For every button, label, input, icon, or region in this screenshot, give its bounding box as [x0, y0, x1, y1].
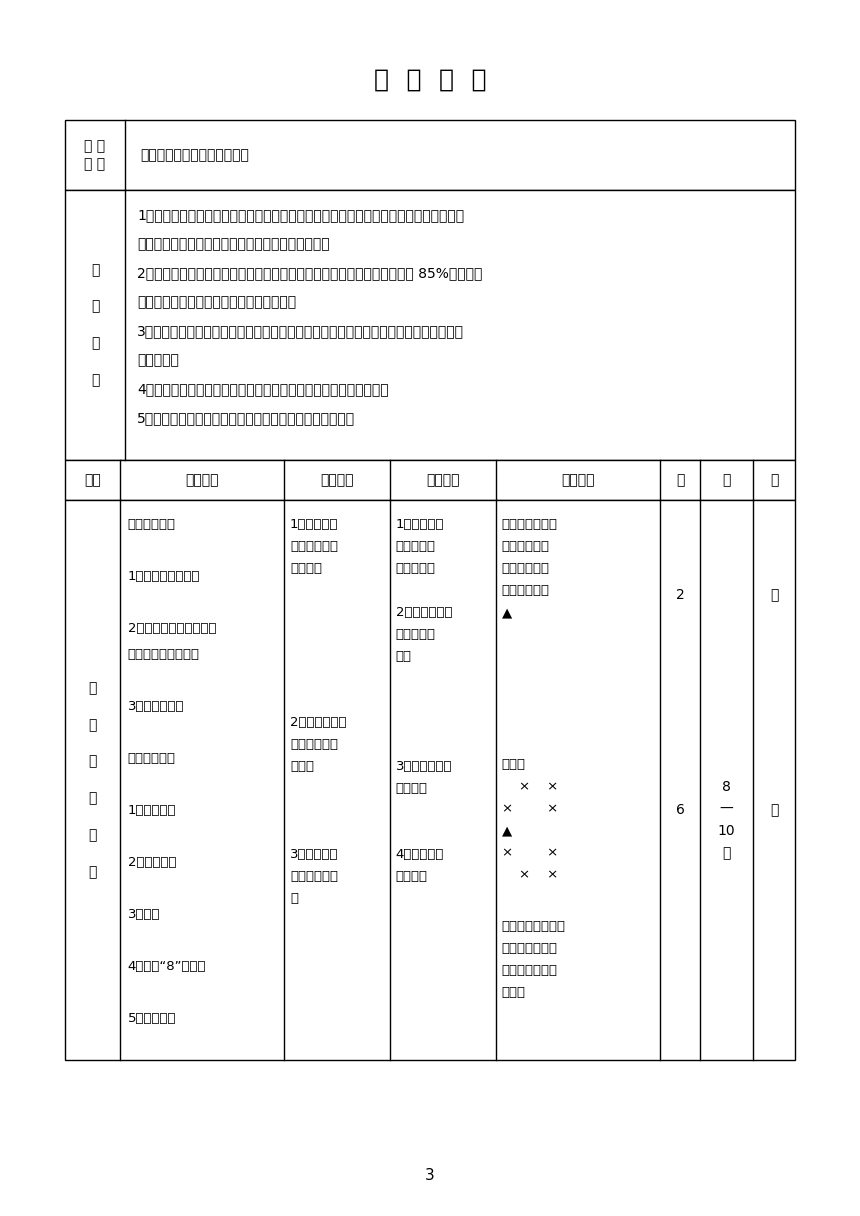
Text: ＸＸＸＸＸＸ: ＸＸＸＸＸＸ	[501, 540, 550, 553]
Text: 3、教师进行: 3、教师进行	[290, 848, 339, 861]
Text: 组织：: 组织：	[501, 758, 525, 771]
Text: 过程: 过程	[84, 473, 101, 486]
Text: 教师活动: 教师活动	[320, 473, 353, 486]
Text: 3、身体健康：学生通过本课的学练和在学练中承受适宜的运动负荷，达到促进学生身体: 3、身体健康：学生通过本课的学练和在学练中承受适宜的运动负荷，达到促进学生身体	[137, 323, 464, 338]
Text: ＸＸＸＸＸＸ: ＸＸＸＸＸＸ	[501, 562, 550, 575]
Text: 篹  球  教  案: 篹 球 教 案	[374, 68, 486, 92]
Text: 积极主动，尽量: 积极主动，尽量	[501, 964, 557, 976]
Text: ＸＸＸＸＸＸ: ＸＸＸＸＸＸ	[501, 584, 550, 597]
Text: 1、学生精神: 1、学生精神	[396, 518, 445, 531]
Text: ×    ×: × ×	[501, 779, 558, 793]
Bar	[65, 190, 795, 460]
Text: 饱满，语言富: 饱满，语言富	[290, 540, 338, 553]
Text: 主动练习: 主动练习	[396, 782, 428, 795]
Text: 1、教师精神: 1、教师精神	[290, 518, 339, 531]
Text: 2、师生问好，宣布本课: 2、师生问好，宣布本课	[128, 623, 216, 635]
Text: 2、运动技能：通过本课教学，调动学生积极性，使学生主动合作学习，使 85%的学生能: 2、运动技能：通过本课教学，调动学生积极性，使学生主动合作学习，使 85%的学生…	[137, 266, 482, 280]
Text: 强: 强	[770, 473, 778, 486]
Bar	[65, 120, 795, 190]
Bar	[65, 460, 795, 500]
Text: 2、双手拨球: 2、双手拨球	[128, 856, 176, 869]
Text: 行进间双手胸前投篹（新授）: 行进间双手胸前投篹（新授）	[140, 148, 249, 162]
Text: 语言提示、引: 语言提示、引	[290, 869, 338, 883]
Text: 5、高手运球: 5、高手运球	[128, 1012, 176, 1025]
Text: 抖擞，动作: 抖擞，动作	[396, 540, 436, 553]
Text: ×        ×: × ×	[501, 803, 558, 815]
Text: 要求：动作到位，: 要求：动作到位，	[501, 921, 566, 933]
Text: ×        ×: × ×	[501, 846, 558, 858]
Text: 3、积极模仿，: 3、积极模仿，	[396, 760, 452, 773]
Text: 有亲和力: 有亲和力	[290, 562, 322, 575]
Text: 培

养

球

感

过

程: 培 养 球 感 过 程	[89, 681, 96, 879]
Text: 教学内容: 教学内容	[185, 473, 218, 486]
Text: 3、安排见习生: 3、安排见习生	[128, 700, 184, 713]
Text: 2、队伍整齐，: 2、队伍整齐，	[396, 606, 452, 619]
Text: 次: 次	[722, 846, 731, 860]
Text: 10: 10	[718, 824, 735, 838]
Text: 3、绕腰: 3、绕腰	[128, 908, 160, 921]
Text: 球性练习: 球性练习	[396, 869, 428, 883]
Text: 快、静、齐: 快、静、齐	[396, 562, 436, 575]
Bar	[65, 500, 795, 1060]
Text: 集中: 集中	[396, 651, 412, 663]
Text: 学生注意力: 学生注意力	[396, 627, 436, 641]
Text: 健康目标。: 健康目标。	[137, 353, 179, 367]
Text: 二、球性练习: 二、球性练习	[128, 751, 175, 765]
Text: 4、学生进行: 4、学生进行	[396, 848, 445, 861]
Text: 1、单手绕球: 1、单手绕球	[128, 804, 176, 817]
Text: ×    ×: × ×	[501, 868, 558, 882]
Text: 2: 2	[676, 589, 685, 602]
Text: 时: 时	[676, 473, 685, 486]
Text: 8: 8	[722, 779, 731, 794]
Text: 2、教师认解、: 2、教师认解、	[290, 716, 347, 730]
Text: 教 学
内 容: 教 学 内 容	[84, 139, 106, 171]
Text: —: —	[720, 803, 734, 816]
Text: 教

学

目

标: 教 学 目 标	[91, 263, 99, 387]
Text: 次: 次	[722, 473, 731, 486]
Text: 中: 中	[770, 803, 778, 817]
Text: 加大动作幅度，: 加大动作幅度，	[501, 942, 557, 955]
Text: 导: 导	[290, 893, 298, 905]
Text: ▲: ▲	[501, 606, 512, 619]
Text: 3: 3	[425, 1167, 435, 1182]
Text: 一、课堂常规: 一、课堂常规	[128, 518, 175, 531]
Text: 1、运动参与：通过本课的教、学、练的过程激发学生积极参与，认真学练本课内容，基: 1、运动参与：通过本课的教、学、练的过程激发学生积极参与，认真学练本课内容，基	[137, 208, 464, 223]
Text: 生练习: 生练习	[290, 760, 314, 773]
Text: 不採球: 不採球	[501, 986, 525, 1000]
Text: 组织：四列横队: 组织：四列横队	[501, 518, 557, 531]
Text: 教学内容及任务要求: 教学内容及任务要求	[128, 648, 200, 662]
Text: 6: 6	[676, 803, 685, 817]
Text: 1、整队，检查人数: 1、整队，检查人数	[128, 570, 200, 582]
Text: 5、社会适应：培养学生发展个性及良好的社会适应能力。: 5、社会适应：培养学生发展个性及良好的社会适应能力。	[137, 411, 355, 426]
Text: 组织要求: 组织要求	[561, 473, 594, 486]
Text: 4、心理健康：培养学生勇于面对挨折，敌于克服困难的心理品质。: 4、心理健康：培养学生勇于面对挨折，敌于克服困难的心理品质。	[137, 382, 389, 396]
Text: 本掌握行进间双手胸前投篹的基本动作及练习方法。: 本掌握行进间双手胸前投篹的基本动作及练习方法。	[137, 237, 329, 250]
Text: 小: 小	[770, 589, 778, 602]
Text: 学生活动: 学生活动	[426, 473, 459, 486]
Text: 4、胯下“8”字绕球: 4、胯下“8”字绕球	[128, 959, 206, 973]
Text: 初步掌握行进间双手胸前投篹的技术动作。: 初步掌握行进间双手胸前投篹的技术动作。	[137, 295, 296, 309]
Text: ▲: ▲	[501, 824, 512, 837]
Text: 示范，指挥学: 示范，指挥学	[290, 738, 338, 751]
